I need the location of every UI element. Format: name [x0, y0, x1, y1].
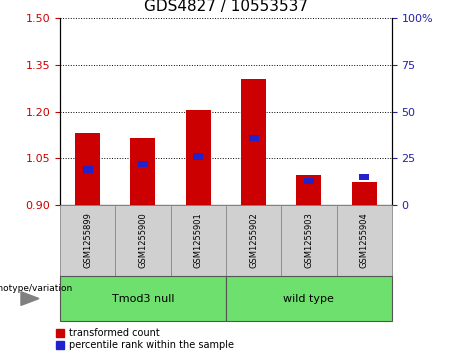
Bar: [337, 205, 392, 276]
Text: GSM1255903: GSM1255903: [304, 213, 313, 268]
Text: GSM1255902: GSM1255902: [249, 213, 258, 268]
Bar: [186, 110, 211, 205]
Text: GSM1255900: GSM1255900: [138, 213, 148, 268]
Text: genotype/variation: genotype/variation: [0, 284, 73, 293]
Bar: [60, 205, 115, 276]
Bar: [75, 134, 100, 205]
Bar: [130, 138, 155, 205]
Polygon shape: [21, 292, 39, 305]
Bar: [241, 79, 266, 205]
Text: wild type: wild type: [284, 294, 334, 303]
Bar: [304, 178, 314, 184]
Bar: [193, 153, 203, 160]
Bar: [83, 166, 93, 173]
Bar: [352, 182, 377, 205]
Bar: [359, 174, 369, 180]
Bar: [226, 205, 281, 276]
Bar: [138, 161, 148, 167]
Bar: [248, 135, 259, 141]
Bar: [115, 205, 171, 276]
Bar: [60, 276, 226, 321]
Bar: [281, 205, 337, 276]
Bar: [226, 276, 392, 321]
Text: Tmod3 null: Tmod3 null: [112, 294, 174, 303]
Bar: [296, 175, 321, 205]
Text: GSM1255901: GSM1255901: [194, 213, 203, 268]
Text: GSM1255899: GSM1255899: [83, 213, 92, 268]
Title: GDS4827 / 10553537: GDS4827 / 10553537: [144, 0, 308, 14]
Text: GSM1255904: GSM1255904: [360, 213, 369, 268]
Legend: transformed count, percentile rank within the sample: transformed count, percentile rank withi…: [56, 328, 234, 350]
Bar: [171, 205, 226, 276]
